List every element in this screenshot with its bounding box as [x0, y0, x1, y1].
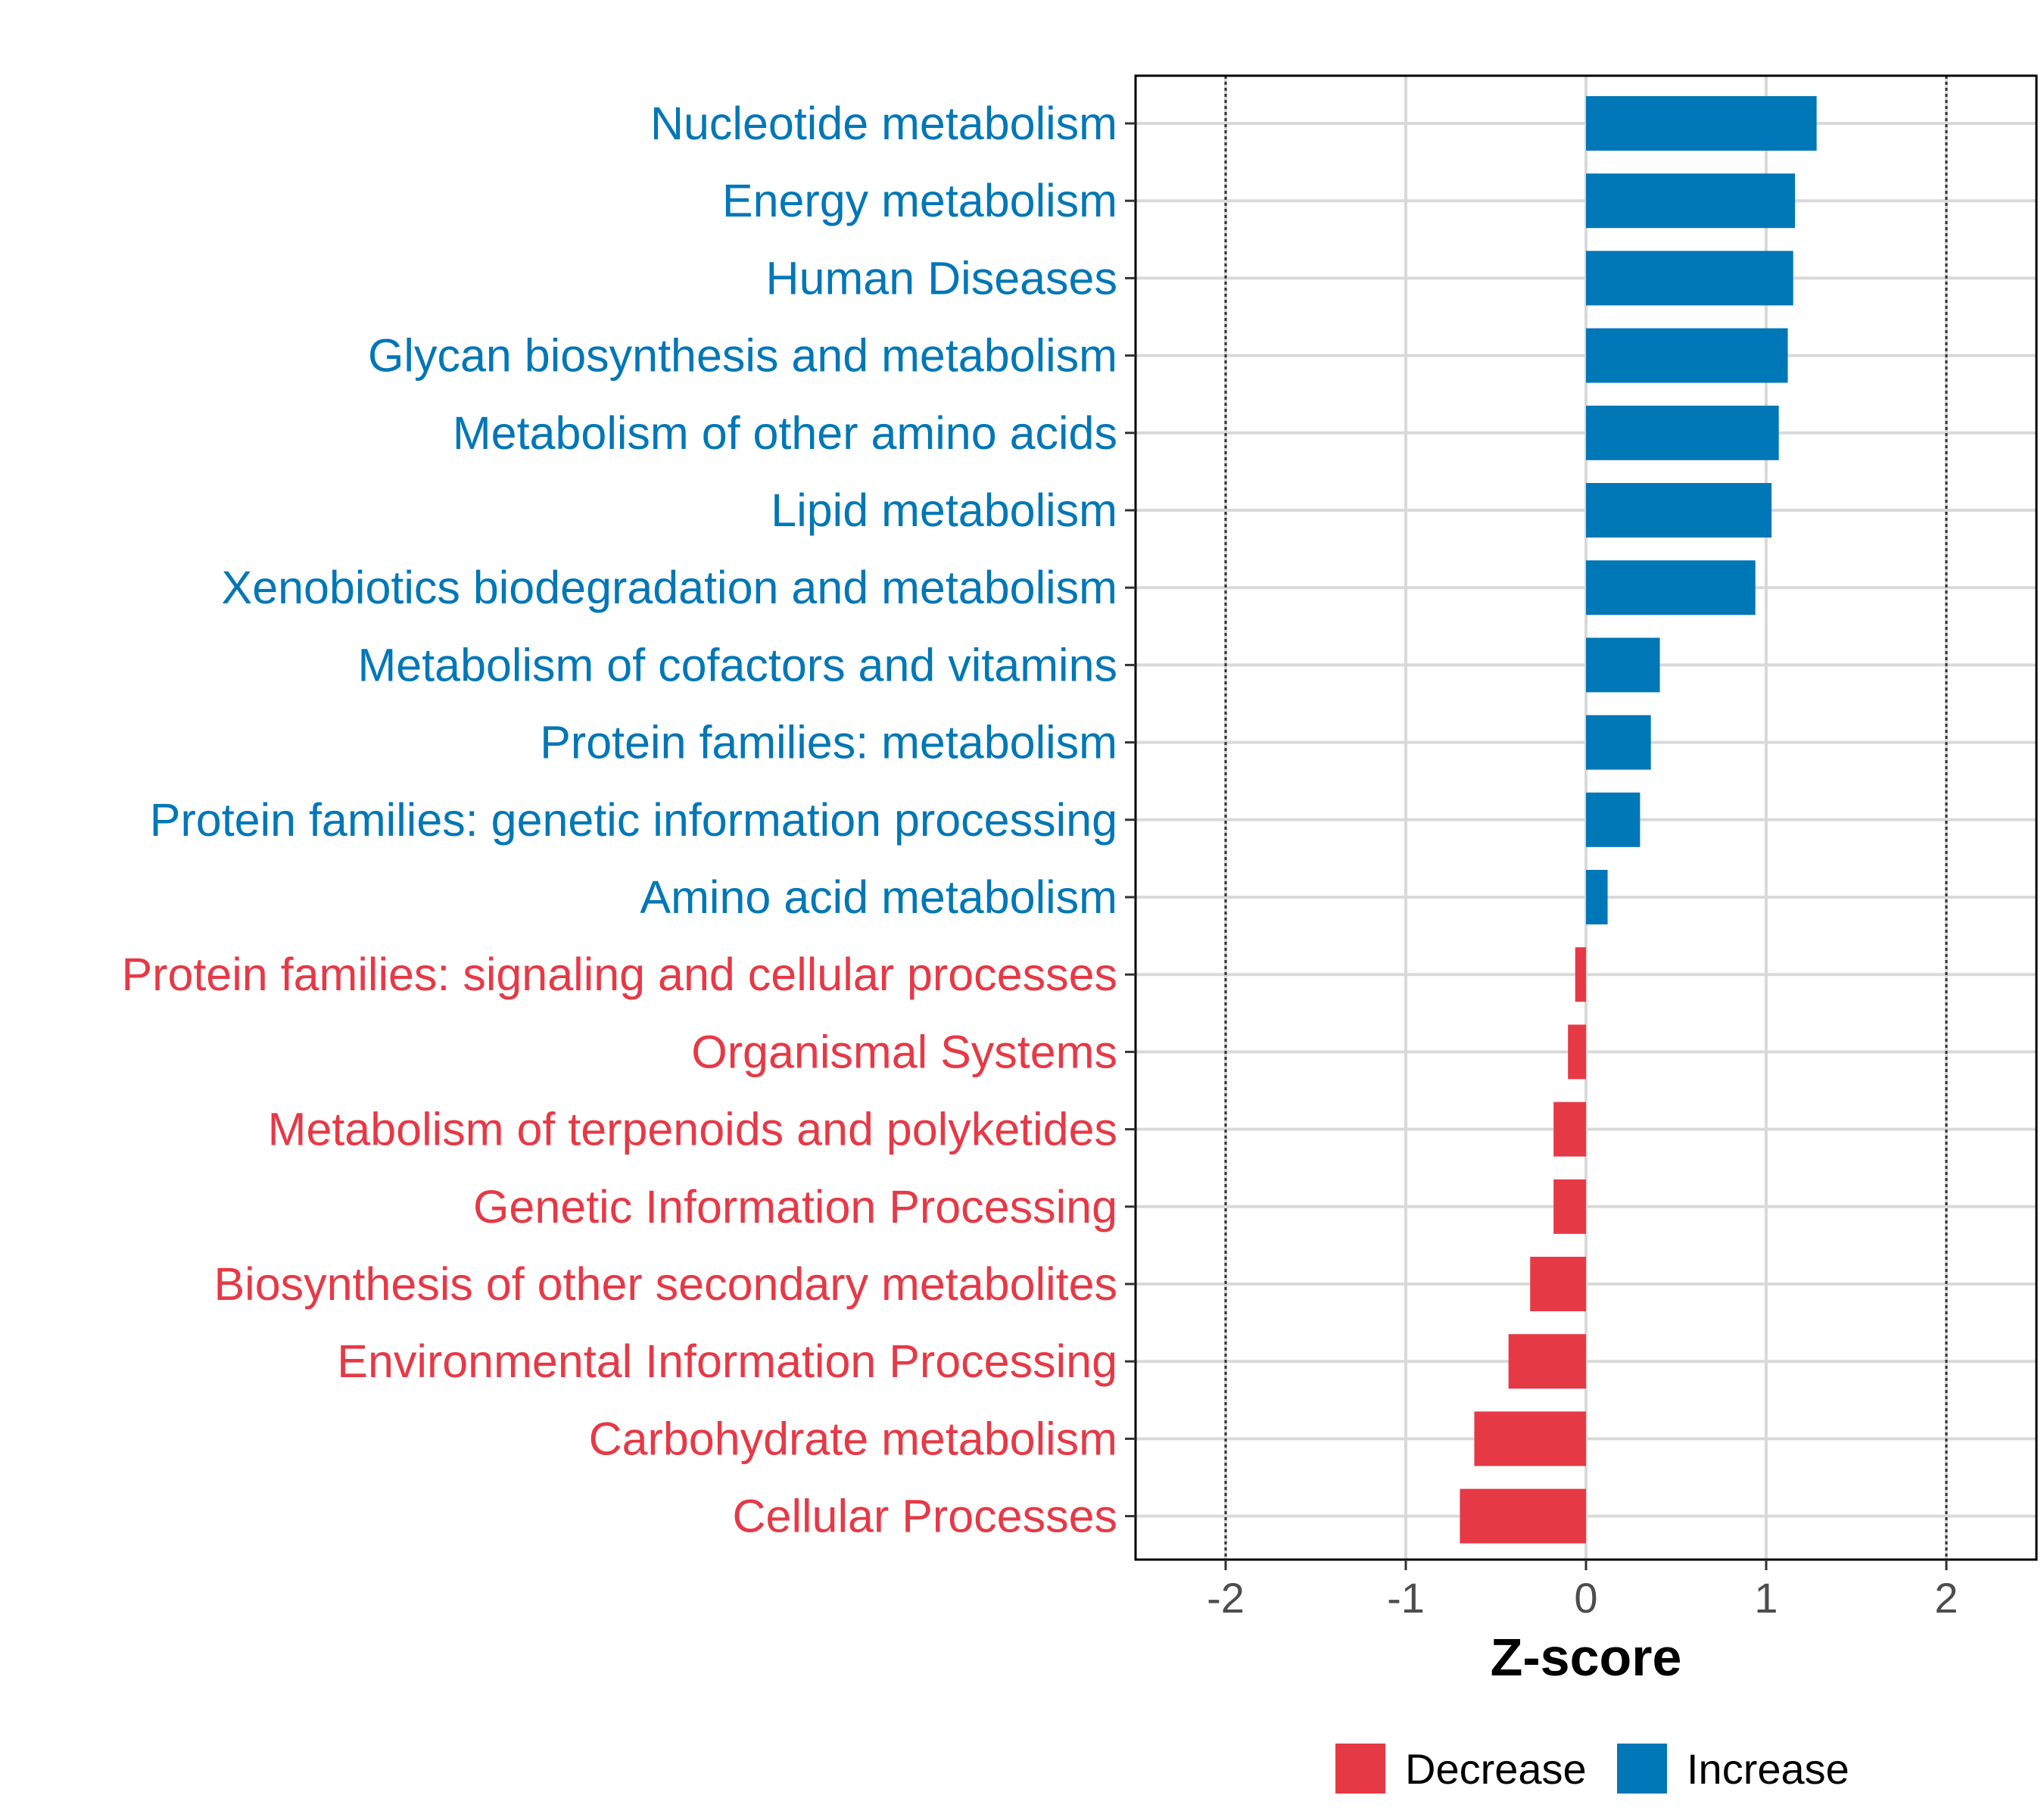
bar-8 [1586, 715, 1651, 770]
y-tick-label-10: Amino acid metabolism [640, 871, 1117, 923]
bar-0 [1586, 96, 1817, 151]
y-tick-label-13: Metabolism of terpenoids and polyketides [268, 1104, 1117, 1155]
y-tick-label-8: Protein families: metabolism [540, 717, 1117, 768]
legend-swatch-decrease [1335, 1744, 1385, 1794]
x-axis-labels: -2 -1 0 1 2 [1207, 1574, 1958, 1622]
bar-14 [1553, 1179, 1586, 1234]
bar-1 [1586, 173, 1796, 229]
x-axis-ticks [1224, 1560, 1948, 1570]
y-tick-label-16: Environmental Information Processing [337, 1335, 1117, 1387]
bar-5 [1586, 483, 1772, 538]
y-tick-label-11: Protein families: signaling and cellular… [121, 949, 1117, 1000]
x-tick-label-1: -1 [1387, 1574, 1425, 1622]
x-tick-label-3: 1 [1754, 1574, 1778, 1622]
legend-label-increase: Increase [1687, 1745, 1849, 1793]
bar-3 [1586, 328, 1788, 383]
bar-9 [1586, 792, 1640, 847]
bar-17 [1474, 1411, 1586, 1466]
bar-4 [1586, 405, 1779, 460]
reference-lines [1224, 76, 1948, 1560]
y-tick-label-6: Xenobiotics biodegradation and metabolis… [222, 562, 1117, 613]
y-tick-label-0: Nucleotide metabolism [650, 98, 1117, 149]
x-tick-label-2: 0 [1574, 1574, 1597, 1622]
y-tick-label-1: Energy metabolism [722, 175, 1117, 226]
bar-15 [1530, 1257, 1586, 1311]
x-tick-label-0: -2 [1207, 1574, 1245, 1622]
y-tick-label-14: Genetic Information Processing [473, 1181, 1117, 1233]
legend: Decrease Increase [1335, 1744, 1849, 1794]
y-tick-label-15: Biosynthesis of other secondary metaboli… [213, 1258, 1117, 1310]
y-tick-label-5: Lipid metabolism [771, 485, 1117, 536]
legend-swatch-increase [1617, 1744, 1667, 1794]
x-tick-label-4: 2 [1934, 1574, 1958, 1622]
bar-2 [1586, 251, 1793, 306]
y-axis-ticks [1125, 122, 1136, 1518]
y-tick-label-9: Protein families: genetic information pr… [150, 794, 1117, 846]
y-tick-label-12: Organismal Systems [691, 1026, 1117, 1077]
bar-11 [1575, 947, 1586, 1002]
bar-12 [1568, 1024, 1586, 1080]
y-tick-label-7: Metabolism of cofactors and vitamins [357, 639, 1117, 690]
y-tick-label-2: Human Diseases [766, 252, 1117, 304]
y-tick-label-3: Glycan biosynthesis and metabolism [368, 330, 1117, 382]
y-tick-label-4: Metabolism of other amino acids [453, 407, 1117, 459]
bar-6 [1586, 560, 1756, 616]
bar-18 [1460, 1488, 1586, 1544]
bar-16 [1508, 1334, 1586, 1389]
y-tick-label-18: Cellular Processes [732, 1491, 1117, 1542]
bars [1460, 96, 1817, 1544]
y-axis-labels: Nucleotide metabolism Energy metabolism Hu… [121, 98, 1117, 1542]
x-axis-title: Z-score [1491, 1628, 1682, 1687]
bar-13 [1553, 1102, 1586, 1157]
legend-label-decrease: Decrease [1405, 1745, 1587, 1793]
bar-7 [1586, 637, 1660, 693]
y-tick-label-17: Carbohydrate metabolism [589, 1413, 1117, 1464]
bar-10 [1586, 870, 1608, 924]
